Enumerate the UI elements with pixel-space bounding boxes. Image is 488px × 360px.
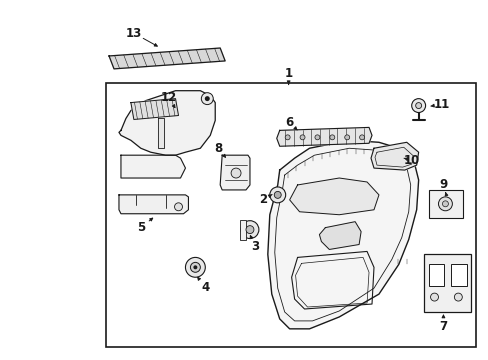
- Text: 10: 10: [403, 154, 419, 167]
- Polygon shape: [220, 155, 249, 190]
- Polygon shape: [121, 155, 185, 178]
- Circle shape: [245, 226, 253, 234]
- Text: 5: 5: [137, 221, 144, 234]
- Circle shape: [185, 257, 205, 277]
- Circle shape: [204, 96, 209, 101]
- Circle shape: [314, 135, 319, 140]
- Text: 7: 7: [439, 320, 447, 333]
- Bar: [423, 255, 470, 312]
- Text: 11: 11: [432, 98, 448, 111]
- Polygon shape: [267, 140, 418, 329]
- Circle shape: [329, 135, 334, 140]
- Circle shape: [300, 135, 305, 140]
- Circle shape: [193, 265, 197, 269]
- Bar: [427, 190, 462, 218]
- Text: 13: 13: [125, 27, 142, 40]
- Bar: [240, 220, 245, 239]
- Circle shape: [438, 197, 451, 211]
- Circle shape: [174, 203, 182, 211]
- Polygon shape: [131, 99, 178, 120]
- Text: 3: 3: [250, 240, 259, 253]
- Text: 8: 8: [214, 142, 222, 155]
- Circle shape: [359, 135, 364, 140]
- Bar: [427, 264, 444, 286]
- Polygon shape: [276, 127, 371, 146]
- Bar: [106, 83, 475, 347]
- Polygon shape: [157, 118, 163, 148]
- Circle shape: [241, 221, 258, 239]
- Circle shape: [344, 135, 349, 140]
- Polygon shape: [370, 142, 418, 170]
- Polygon shape: [119, 195, 188, 214]
- Polygon shape: [319, 222, 360, 249]
- Text: 12: 12: [160, 91, 176, 104]
- Text: 6: 6: [285, 116, 293, 129]
- Text: 9: 9: [438, 179, 447, 192]
- Circle shape: [411, 99, 425, 113]
- Text: 4: 4: [201, 281, 209, 294]
- Polygon shape: [109, 48, 224, 69]
- Text: 2: 2: [258, 193, 266, 206]
- Circle shape: [231, 168, 241, 178]
- Circle shape: [190, 262, 200, 272]
- Polygon shape: [119, 91, 215, 155]
- Circle shape: [453, 293, 461, 301]
- Bar: [450, 264, 467, 286]
- Circle shape: [201, 93, 213, 105]
- Circle shape: [429, 293, 438, 301]
- Polygon shape: [289, 178, 378, 215]
- Circle shape: [442, 201, 447, 207]
- Text: 1: 1: [284, 67, 292, 80]
- Circle shape: [274, 192, 281, 198]
- Circle shape: [285, 135, 289, 140]
- Circle shape: [269, 187, 285, 203]
- Circle shape: [415, 103, 421, 109]
